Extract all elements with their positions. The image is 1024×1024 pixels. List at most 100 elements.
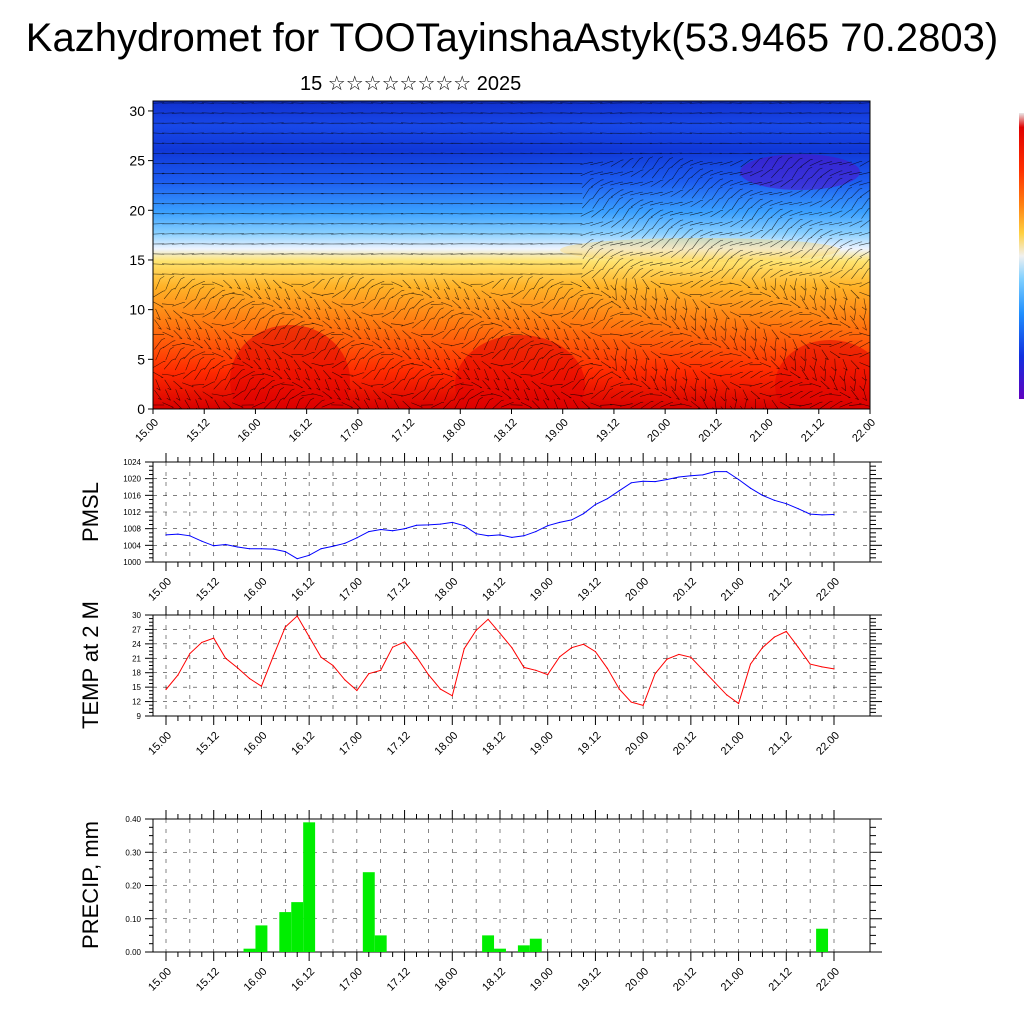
data-point [809,663,811,665]
x-tick-label: 17.12 [385,576,413,604]
x-tick-label: 19.12 [576,576,604,604]
x-tick-label: 21.12 [766,576,794,604]
y-tick-label: 21 [132,654,141,663]
y-tick-label: 20 [129,202,145,218]
x-tick-label: 18.12 [492,417,520,445]
x-tick-label: 15.00 [146,576,174,604]
y-tick-label: 15 [129,252,145,268]
data-point [535,669,537,671]
x-tick-label: 17.12 [389,417,417,445]
data-point [559,656,561,658]
x-tick-label: 21.00 [719,966,747,994]
precip-bar [529,938,542,952]
data-point [296,558,298,560]
data-point [678,476,680,478]
x-tick-label: 21.00 [719,730,747,758]
data-point [189,652,191,655]
data-point [475,533,477,535]
x-tick-label: 16.00 [242,576,270,604]
y-tick-label: 0 [137,401,145,417]
data-point [177,533,179,535]
data-point [320,656,322,658]
data-point [833,513,835,516]
data-point [499,534,501,536]
y-tick-label: 30 [132,611,141,620]
data-point [392,530,394,532]
x-tick-label: 20.00 [623,576,651,604]
x-tick-label: 15.00 [146,730,174,758]
data-point [308,554,310,556]
y-tick-label: 1020 [123,475,141,484]
data-point [380,528,382,531]
data-point [511,647,513,649]
y-tick-label: 27 [132,625,141,634]
precip-bar [816,928,829,952]
pmsl-panel: 1000 1004 1008 1012 1016 1020 1024 15.00 15.12 16… [123,453,882,604]
data-point [165,688,167,691]
precip-bar [362,872,375,952]
data-point [559,521,561,524]
x-tick-label: 16.12 [289,966,317,994]
data-point [606,667,608,669]
x-tick-label: 17.00 [337,966,365,994]
y-tick-label: 18 [132,669,141,678]
x-tick-label: 15.12 [194,966,222,994]
x-tick-label: 21.00 [719,576,747,604]
data-point [630,482,632,484]
y-tick-label: 10 [129,302,145,318]
data-point [773,499,775,501]
data-point [761,494,764,496]
data-point [702,474,704,476]
x-tick-label: 15.12 [184,417,212,445]
data-point [332,545,334,547]
x-tick-label: 17.00 [337,576,365,604]
data-point [284,626,286,628]
precip-ylabel: PRECIP, mm [78,821,103,949]
x-tick-label: 18.00 [432,576,460,604]
data-point [618,490,620,492]
precip-bar [255,925,268,952]
precip-bar [482,935,495,952]
data-point [427,674,430,676]
x-tick-label: 19.00 [528,966,556,994]
data-point [213,545,215,547]
y-tick-label: 0.40 [125,815,141,824]
precip-bar [517,945,530,952]
data-point [654,480,656,483]
precip-bar [374,935,387,952]
x-tick-label: 20.12 [697,417,725,445]
y-tick-label: 12 [132,698,141,707]
data-point [594,503,597,506]
y-tick-label: 0.30 [125,848,141,857]
y-tick-label: 9 [137,712,142,721]
y-tick-label: 0.00 [125,948,141,957]
x-tick-label: 19.12 [576,730,604,758]
data-point [201,540,203,542]
data-point [642,480,644,482]
data-point [511,536,513,539]
x-tick-label: 18.12 [480,730,508,758]
data-point [690,656,692,658]
data-point [225,657,227,659]
precip-bar [291,902,304,952]
data-point [344,542,346,544]
x-tick-label: 19.00 [528,576,556,604]
x-tick-label: 19.12 [594,417,622,445]
x-tick-label: 20.12 [671,730,699,758]
data-point [427,524,430,526]
temp-ylabel: TEMP at 2 M [78,601,103,729]
data-point [797,508,799,510]
x-tick-label: 16.00 [242,730,270,758]
precip-panel: 0.00 0.10 0.20 0.30 0.40 15.00 15.12 16.00 16.12… [125,810,882,994]
data-point [570,647,573,649]
data-point [821,514,823,516]
colorbar [1019,113,1024,399]
y-tick-label: 24 [132,640,141,649]
data-point [368,530,370,533]
data-point [368,673,370,675]
x-tick-label: 15.12 [194,730,222,758]
x-tick-label: 18.00 [432,730,460,758]
x-tick-label: 18.00 [432,966,460,994]
data-point [213,637,215,639]
cross-section-blobs [230,154,870,409]
